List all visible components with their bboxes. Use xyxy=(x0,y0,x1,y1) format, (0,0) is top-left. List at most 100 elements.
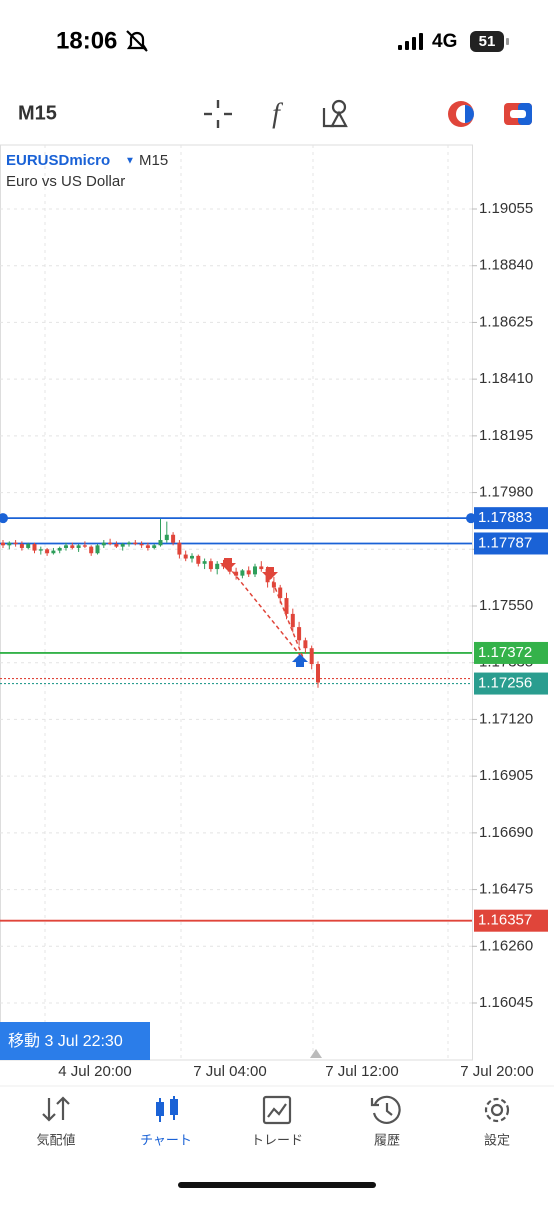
price-tick-label: 1.18195 xyxy=(479,427,533,444)
price-tick-label: 1.16045 xyxy=(479,994,533,1011)
battery xyxy=(470,31,504,52)
price-tick-label: 1.17550 xyxy=(479,597,533,614)
level-label-box xyxy=(474,507,548,530)
candle-body xyxy=(127,542,131,545)
time-axis: 4 Jul 20:00 7 Jul 04:00 7 Jul 12:00 7 Jul 2… xyxy=(58,1063,533,1080)
objects-button[interactable] xyxy=(322,99,348,128)
nav-item[interactable]: 履歴 xyxy=(374,1132,400,1147)
candle-body xyxy=(190,555,194,559)
scroll-marker xyxy=(310,1049,322,1058)
mute-icon xyxy=(126,30,148,52)
price-tick-label: 1.16690 xyxy=(479,824,533,841)
trade-icon xyxy=(262,1095,292,1125)
timeframe-button[interactable]: M15 xyxy=(18,102,57,124)
candle-body xyxy=(158,540,163,546)
candle-body xyxy=(183,554,188,559)
candle-body xyxy=(108,542,113,545)
candle-body xyxy=(101,542,106,546)
grid xyxy=(0,145,472,1060)
nav-item[interactable]: トレード xyxy=(251,1132,303,1147)
price-tick-label: 1.16260 xyxy=(479,937,533,954)
quotes-icon xyxy=(42,1096,70,1122)
candle-body xyxy=(284,598,289,614)
candle-body xyxy=(120,544,125,547)
candle-body xyxy=(253,566,257,575)
candle-body xyxy=(70,545,75,548)
price-tick-label: 1.19055 xyxy=(479,200,533,217)
level-label-box xyxy=(474,641,548,664)
cursor-label: 移動 3 Jul 22:30 xyxy=(8,1032,123,1050)
candle-body xyxy=(145,545,150,548)
candle-body xyxy=(38,549,43,551)
time-label: 4 Jul 20:00 xyxy=(58,1063,131,1080)
candle-body xyxy=(196,555,201,564)
candle-body xyxy=(13,542,18,545)
candle-body xyxy=(259,566,264,570)
level-label: 1.17372 xyxy=(478,644,532,661)
candle-body xyxy=(89,546,94,554)
price-tick-label: 1.18840 xyxy=(479,257,533,274)
chart-icon xyxy=(156,1096,178,1122)
one-click-button[interactable] xyxy=(448,101,474,127)
crosshair-button[interactable] xyxy=(204,100,232,128)
level-label: 1.17883 xyxy=(478,509,532,526)
home-indicator xyxy=(178,1182,376,1188)
candle-body xyxy=(114,544,119,547)
candle-body xyxy=(45,549,50,554)
cursor-label-box xyxy=(0,1022,150,1060)
candle-body xyxy=(303,640,308,649)
candle-body xyxy=(177,542,182,555)
level-labels: 1.17883 1.17787 1.17372 1.17256 1.16357 xyxy=(474,507,548,932)
candle-body xyxy=(215,563,220,570)
price-tick-label: 1.16905 xyxy=(479,767,533,784)
price-tick-label: 1.17980 xyxy=(479,484,533,501)
candle-body xyxy=(202,561,207,564)
candle-body xyxy=(278,587,283,599)
symbol[interactable]: EURUSDmicro xyxy=(6,152,110,169)
candle-body xyxy=(208,561,213,570)
trade-markers xyxy=(220,558,308,667)
symbol-dropdown[interactable]: ▼ xyxy=(125,156,135,167)
price-axis: 1.19055 1.18840 1.18625 1.18410 1.18195 1.179… xyxy=(472,200,533,1011)
nav: 気配値 チャート トレード 履歴 設定 xyxy=(36,1132,510,1147)
candle-body xyxy=(7,542,12,546)
candle-body xyxy=(297,627,302,641)
battery-level: 51 xyxy=(479,33,496,50)
candle-body xyxy=(82,545,87,547)
nav-item[interactable]: 気配値 xyxy=(36,1132,75,1147)
signal-icon xyxy=(398,33,423,50)
time-label: 7 Jul 04:00 xyxy=(193,1063,266,1080)
candle-body xyxy=(133,542,138,545)
candle-body xyxy=(19,544,24,548)
candle-body xyxy=(316,664,320,683)
candle-body xyxy=(240,570,245,576)
price-tick-label: 1.17120 xyxy=(479,710,533,727)
time-label: 7 Jul 20:00 xyxy=(460,1063,533,1080)
candle-body xyxy=(246,570,251,575)
candle-body xyxy=(95,545,100,554)
level-label: 1.16357 xyxy=(478,912,532,929)
description: Euro vs US Dollar xyxy=(6,173,125,190)
candle-body xyxy=(234,571,239,576)
candle-body xyxy=(139,544,144,546)
history-icon xyxy=(370,1095,401,1124)
clock: 18:06 xyxy=(56,27,117,54)
level-handle[interactable] xyxy=(0,513,8,524)
chart-frame xyxy=(0,144,473,1061)
nav-item[interactable]: 設定 xyxy=(484,1132,510,1147)
settings-icon xyxy=(484,1097,510,1123)
level-label: 1.17787 xyxy=(478,534,532,551)
level-label-box xyxy=(474,672,548,695)
indicators-button[interactable]: f xyxy=(272,98,283,129)
nav-item[interactable]: チャート xyxy=(140,1132,192,1147)
candle-body xyxy=(64,545,68,548)
battery-cap xyxy=(506,38,509,45)
level-label-box xyxy=(474,532,548,555)
level-handle[interactable] xyxy=(466,513,476,524)
price-tick-label: 1.18410 xyxy=(479,370,533,387)
candle-body xyxy=(1,542,5,546)
trade-button[interactable] xyxy=(504,103,532,125)
price-tick-label: 1.16475 xyxy=(479,881,533,898)
